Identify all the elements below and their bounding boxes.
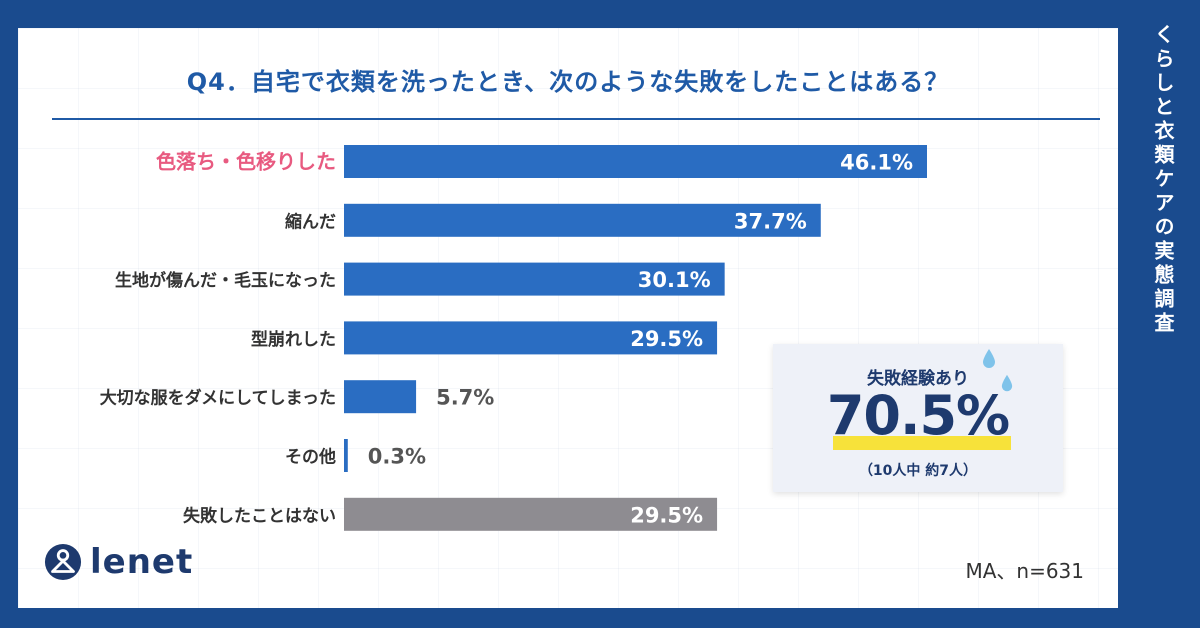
- sample-note: MA、n=631: [965, 559, 1084, 583]
- category-label: 型崩れした: [251, 329, 336, 350]
- category-label: 生地が傷んだ・毛玉になった: [115, 270, 336, 291]
- category-label: 縮んだ: [285, 211, 336, 232]
- value-label: 46.1%: [840, 151, 913, 175]
- highlight-title: 失敗経験あり: [867, 369, 969, 389]
- category-label: 失敗したことはない: [183, 505, 336, 526]
- bar: [344, 321, 718, 355]
- bar: [344, 380, 417, 414]
- content-card: [18, 28, 1118, 608]
- bar: [344, 145, 927, 178]
- side-title: くらしと衣類ケアの実態調査: [1151, 24, 1175, 336]
- highlight-underline: [833, 436, 1011, 450]
- value-label: 29.5%: [630, 503, 703, 527]
- category-label: 大切な服をダメにしてしまった: [100, 388, 336, 409]
- bar: [344, 262, 725, 296]
- value-label: 5.7%: [436, 386, 494, 410]
- highlight-note: （10人中 約7人）: [858, 463, 978, 479]
- bar: [344, 203, 821, 237]
- category-label: 色落ち・色移りした: [156, 150, 336, 174]
- highlight-value: 70.5%: [826, 384, 1010, 447]
- lenet-logo-icon: [44, 543, 82, 581]
- bar: [344, 439, 348, 472]
- logo-text: lenet: [90, 542, 194, 582]
- value-label: 37.7%: [734, 209, 807, 233]
- value-label: 0.3%: [368, 445, 426, 469]
- water-drop-icon: [1001, 374, 1013, 392]
- value-label: 30.1%: [638, 268, 711, 292]
- lenet-logo: lenet: [44, 540, 193, 584]
- water-drop-icon: [983, 349, 995, 368]
- title-rule: [52, 118, 1100, 120]
- highlight-box: 失敗経験あり 70.5% （10人中 約7人）: [773, 344, 1063, 492]
- category-label: その他: [285, 447, 336, 468]
- question-title: Q4．自宅で衣類を洗ったとき、次のような失敗をしたことはある？: [186, 68, 950, 96]
- bar: [344, 497, 718, 531]
- value-label: 29.5%: [630, 327, 703, 351]
